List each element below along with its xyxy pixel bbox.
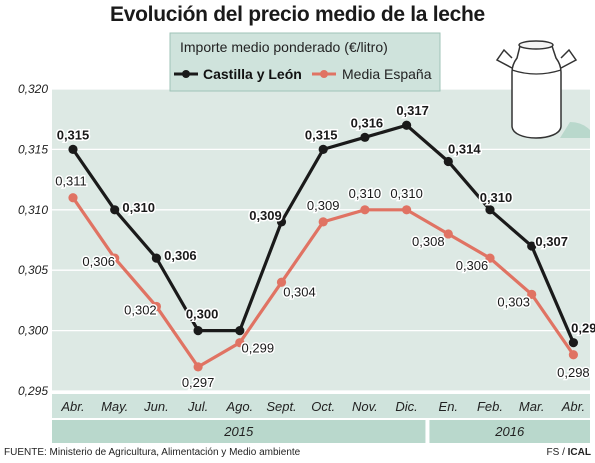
data-point-2 [68,193,78,203]
year-label: 2015 [223,424,254,439]
x-tick-label: Feb. [477,399,503,414]
y-tick-label: 0,305 [18,263,48,277]
data-label-1: 0,316 [351,115,384,130]
data-point-2 [235,338,245,348]
y-tick-label: 0,310 [18,203,48,217]
data-label-1: 0,310 [480,190,513,205]
data-label-1: 0,315 [57,127,90,142]
year-label: 2016 [494,424,525,439]
legend: Importe medio ponderado (€/litro) Castil… [169,32,441,92]
year-band [429,420,590,443]
data-label-1: 0,315 [305,127,338,142]
data-label-2: 0,306 [82,254,115,269]
data-point-2 [360,205,370,215]
data-label-2: 0,299 [242,341,275,356]
data-point-1 [527,241,537,251]
data-point-1 [68,144,78,154]
data-label-2: 0,311 [55,174,87,189]
data-label-1: 0,309 [249,208,282,223]
data-label-2: 0,310 [390,186,423,201]
data-point-1 [360,132,370,142]
data-label-2: 0,303 [497,294,530,309]
data-label-1: 0,310 [122,200,155,215]
x-tick-label: Jun. [143,399,169,414]
x-tick-label: Dic. [395,399,417,414]
data-label-2: 0,306 [456,258,489,273]
data-point-2 [443,229,453,239]
data-labels: 0,315 0,310 0,306 0,300 0,309 0,315 0,316 0,317… [54,102,595,392]
data-label-2: 0,309 [307,198,340,213]
data-point-1 [193,326,203,336]
data-point-2 [527,289,537,299]
data-label-1: 0,307 [535,234,568,249]
data-point-1 [151,253,161,263]
data-point-1 [235,326,245,336]
x-tick-label: May. [101,399,128,414]
data-label-1: 0,314 [448,141,481,156]
data-point-2 [110,253,120,263]
chart-title: Evolución del precio medio de la leche [110,3,485,26]
data-point-1 [276,217,287,227]
data-point-2 [151,301,161,312]
data-label-1: 0,300 [186,307,219,322]
data-point-2 [402,205,412,215]
x-tick-label: Oct. [311,399,335,414]
x-tick-label: Abr. [561,399,585,414]
legend-series1: Castilla y León [203,66,302,82]
y-tick-label: 0,300 [18,324,48,338]
data-label-1: 0,306 [164,248,197,263]
legend-heading: Importe medio ponderado (€/litro) [180,39,388,55]
x-tick-label: Mar. [519,399,545,414]
data-point-2 [568,350,579,360]
data-point-2 [193,362,203,372]
data-point-1 [318,144,328,154]
legend-series2: Media España [342,66,432,82]
data-label-1: 0,299 [571,321,595,336]
data-label-1: 0,317 [396,103,429,118]
y-tick-label: 0,315 [18,142,48,156]
y-axis-ticks: 0,295 0,300 0,305 0,310 0,315 0,320 [18,82,48,398]
x-tick-label: Abr. [60,399,84,414]
x-tick-label: En. [439,399,459,414]
data-label-2: 0,297 [182,375,215,390]
data-label-2: 0,310 [349,186,382,201]
data-label-2: 0,298 [557,365,590,380]
x-tick-label: Sept. [266,399,296,414]
data-point-1 [402,120,412,130]
x-tick-label: Nov. [352,399,378,414]
data-point-2 [485,253,495,263]
x-tick-label: Jul. [187,399,208,414]
data-point-1 [110,205,120,215]
y-tick-label: 0,320 [18,82,48,96]
data-point-1 [568,338,579,348]
data-label-2: 0,302 [124,302,157,317]
year-band [52,420,426,443]
data-point-2 [318,217,328,227]
x-axis: Abr. May. Jun. Jul. Ago. Sept. Oct. Nov. Dic. En.… [52,394,590,443]
data-label-2: 0,308 [412,234,445,249]
series-lines [68,120,579,372]
source-note: FUENTE: Ministerio de Agricultura, Alime… [4,447,301,458]
milk-can-icon [495,40,590,139]
credit-prefix: FS / [546,447,568,458]
data-label-2: 0,304 [283,284,316,299]
x-axis-band [52,394,590,418]
credit: FS / ICAL [547,447,591,458]
data-point-1 [485,205,495,215]
data-point-1 [443,156,453,167]
y-tick-label: 0,295 [18,384,48,398]
x-tick-label: Ago. [225,399,253,414]
credit-brand: ICAL [567,447,591,458]
data-point-2 [276,277,287,287]
